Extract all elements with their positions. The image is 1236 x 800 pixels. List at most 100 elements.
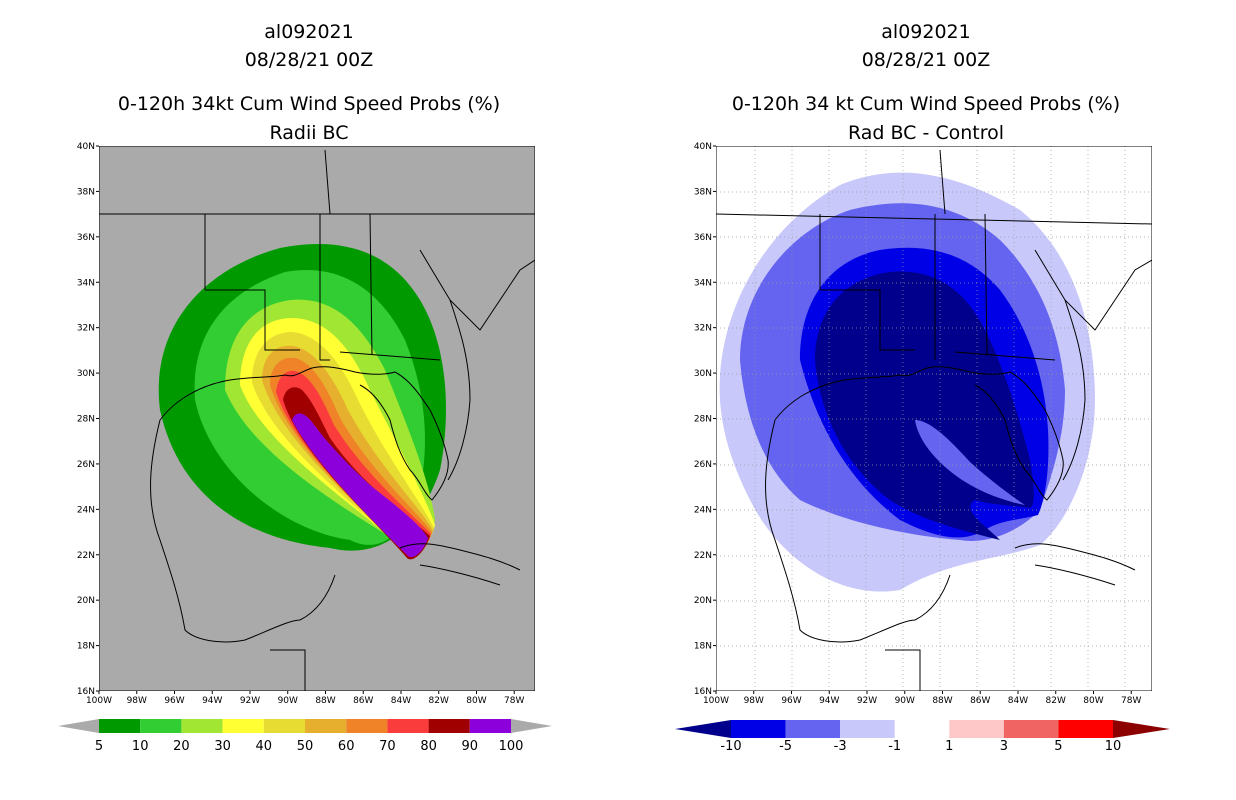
colorbar-swatch [428,719,470,733]
colorbar-swatch [99,719,141,733]
colorbar-label: 5 [1054,739,1062,754]
lon-tick-label: 94W [202,696,222,706]
lon-tick-label: 84W [1008,696,1028,706]
lon-tick-label: 82W [429,696,449,706]
lon-tick-label: 100W [703,696,729,706]
right-title-experiment: Rad BC - Control [848,122,1004,144]
diff-inner-band [915,420,1025,505]
colorbar-label: 100 [499,739,524,754]
lon-tick-label: 96W [781,696,801,706]
colorbar-label: -5 [779,739,792,754]
state-border [954,351,1056,361]
colorbar-label: 20 [173,739,190,754]
right-longitude-ticks: 100W 98W 96W 94W 92W 90W 88W 86W 84W 82W 80W 78W [703,691,1142,706]
lon-tick-label: 86W [353,696,373,706]
colorbar-label: 1 [945,739,953,754]
lon-tick-label: 80W [466,696,486,706]
left-title-product: 0-120h 34kt Cum Wind Speed Probs (%) [118,93,500,115]
colorbar-label: 50 [297,739,314,754]
lat-tick-label: 26N [694,460,712,470]
florida-atlantic-coast [447,299,471,481]
colorbar-low-arrow [675,720,731,738]
left-map [99,146,535,691]
lon-tick-label: 94W [819,696,839,706]
lat-tick-label: 24N [77,505,95,515]
left-latitude-ticks: 40N 38N 36N 34N 32N 30N 28N 26N 24N 22N 20N 18N 16N [77,142,99,697]
left-longitude-ticks: 100W 98W 96W 94W 92W 90W 88W 86W 84W 82W 80W 78W [86,691,525,706]
lat-tick-label: 22N [77,551,95,561]
lat-tick-label: 34N [77,278,95,288]
lat-tick-label: 32N [694,324,712,334]
colorbar-swatch [1003,720,1059,738]
colorbar-low-arrow [58,719,99,733]
lon-tick-label: 86W [970,696,990,706]
lat-tick-label: 38N [694,187,712,197]
colorbar-swatch [346,719,388,733]
lon-tick-label: 98W [127,696,147,706]
lat-tick-label: 40N [694,142,712,152]
colorbar-label: 70 [379,739,396,754]
lat-tick-label: 22N [694,551,712,561]
lon-tick-label: 100W [86,696,112,706]
lat-tick-label: 20N [694,596,712,606]
right-panel: al092021 08/28/21 00Z 0-120h 34 kt Cum W… [675,21,1170,754]
colorbar-swatch [387,719,429,733]
colorbar-swatch [894,720,950,738]
lat-tick-label: 30N [77,369,95,379]
guatemala-border [885,649,921,691]
state-border [419,249,535,331]
colorbar-swatch [949,720,1004,738]
colorbar-swatch [222,719,264,733]
state-border [369,213,373,356]
colorbar-label: 5 [95,739,103,754]
lon-tick-label: 96W [164,696,184,706]
lon-tick-label: 92W [857,696,877,706]
lon-tick-label: 80W [1083,696,1103,706]
river [939,149,946,215]
colorbar-label: 10 [1105,739,1122,754]
left-probability-field [158,243,446,560]
lat-tick-label: 16N [77,687,95,697]
colorbar-swatch [840,720,895,738]
mexico-coastline [150,419,336,643]
colorbar-label: 30 [214,739,231,754]
left-colorbar: 5 10 20 30 40 50 60 70 80 90 100 [58,719,552,754]
right-title-product: 0-120h 34 kt Cum Wind Speed Probs (%) [732,93,1120,115]
lon-tick-label: 90W [895,696,915,706]
lat-tick-label: 38N [77,187,95,197]
mexico-coastline [765,419,951,643]
state-border [319,214,330,361]
lon-tick-label: 84W [391,696,411,706]
colorbar-swatch [1058,720,1113,738]
lon-tick-label: 82W [1046,696,1066,706]
lon-tick-label: 98W [744,696,764,706]
lat-tick-label: 40N [77,142,95,152]
left-coastlines [99,149,535,691]
right-latitude-ticks: 40N 38N 36N 34N 32N 30N 28N 26N 24N 22N 20N 18N 16N [694,142,716,697]
left-title-experiment: Radii BC [269,122,348,144]
lon-tick-label: 92W [240,696,260,706]
lat-tick-label: 34N [694,278,712,288]
lat-tick-label: 26N [77,460,95,470]
colorbar-swatch [181,719,223,733]
colorbar-high-arrow [1113,720,1170,738]
colorbar-label: 10 [132,739,149,754]
state-border [1034,249,1152,331]
prob-90-100 [292,413,428,558]
florida-atlantic-coast [1062,299,1086,481]
colorbar-swatch [785,720,841,738]
right-map [716,146,1152,691]
colorbar-label: -1 [888,739,901,754]
gulf-coastline [159,366,449,501]
right-title-date: 08/28/21 00Z [862,49,991,71]
colorbar-swatch [731,720,786,738]
colorbar-label: 40 [256,739,273,754]
lat-tick-label: 24N [694,505,712,515]
guatemala-border [270,649,306,691]
left-title-date: 08/28/21 00Z [245,49,374,71]
gulf-coastline [774,366,1064,501]
cuba-coastline [1014,543,1136,586]
lat-tick-label: 20N [77,596,95,606]
state-border [339,351,441,361]
